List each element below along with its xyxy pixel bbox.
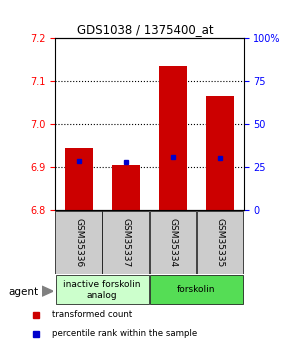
Text: GSM35335: GSM35335 [215, 218, 224, 267]
Bar [159, 66, 187, 210]
FancyBboxPatch shape [55, 211, 102, 274]
FancyBboxPatch shape [56, 275, 149, 304]
Text: forskolin: forskolin [177, 285, 216, 294]
Text: GSM35334: GSM35334 [168, 218, 177, 267]
Bar [64, 148, 93, 210]
Text: percentile rank within the sample: percentile rank within the sample [52, 329, 197, 338]
Text: agent: agent [9, 287, 39, 296]
FancyBboxPatch shape [102, 211, 149, 274]
Polygon shape [42, 286, 53, 296]
Bar [206, 96, 234, 210]
FancyBboxPatch shape [197, 211, 243, 274]
Bar [112, 165, 140, 210]
Text: GSM35336: GSM35336 [74, 218, 83, 267]
Text: GDS1038 / 1375400_at: GDS1038 / 1375400_at [77, 23, 213, 36]
Text: inactive forskolin
analog: inactive forskolin analog [64, 280, 141, 299]
FancyBboxPatch shape [150, 211, 196, 274]
Text: GSM35337: GSM35337 [121, 218, 130, 267]
FancyBboxPatch shape [150, 275, 243, 304]
Text: transformed count: transformed count [52, 310, 132, 319]
